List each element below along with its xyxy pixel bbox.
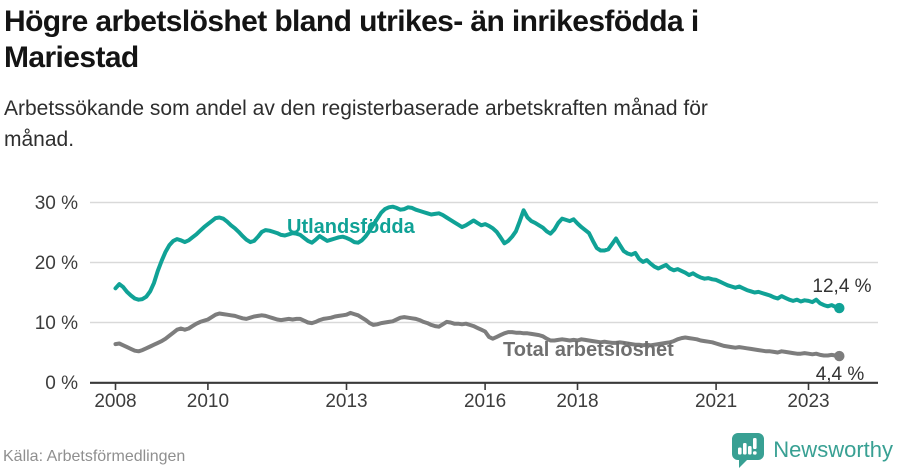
total-arbetsloshet-series-label: Total arbetslöshet [503,339,674,361]
total-arbetsloshet-value-label: 4,4 % [816,364,865,385]
gridlines [90,201,878,324]
y-tick-label: 20 % [35,253,78,274]
x-tick-label: 2023 [787,391,829,412]
x-tick-label: 2008 [94,391,136,412]
x-tick-label: 2010 [187,391,229,412]
x-tick-label: 2013 [325,391,367,412]
x-axis-ticks [114,383,810,390]
utlandsfodda-endpoint-dot [834,302,845,314]
newsworthy-chart-bubble-icon [732,433,765,468]
x-tick-label: 2021 [695,391,737,412]
y-tick-label: 10 % [35,313,78,334]
brand-name: Newsworthy [773,437,893,462]
utlandsfodda-value-label: 12,4 % [812,276,871,297]
newsworthy-brand: Newsworthy [731,432,893,468]
y-tick-label: 30 % [35,193,78,214]
utlandsfodda-line [113,204,842,311]
page-title: Högre arbetslöshet bland utrikes- än inr… [4,5,699,74]
page-subtitle: Arbetssökande som andel av den registerb… [4,97,708,151]
total-arbetsloshet-endpoint-dot [834,350,845,362]
y-tick-label: 0 % [45,373,78,394]
x-tick-label: 2016 [464,391,506,412]
total-arbetsloshet-line [113,310,842,359]
source-note: Källa: Arbetsförmedlingen [3,448,186,465]
x-axis-labels: 2008 2010 2013 2016 2018 2021 2023 [94,391,829,412]
x-tick-label: 2018 [556,391,598,412]
utlandsfodda-series-label: Utlandsfödda [287,216,416,238]
y-axis-labels: 0 % 10 % 20 % 30 % [35,193,78,394]
